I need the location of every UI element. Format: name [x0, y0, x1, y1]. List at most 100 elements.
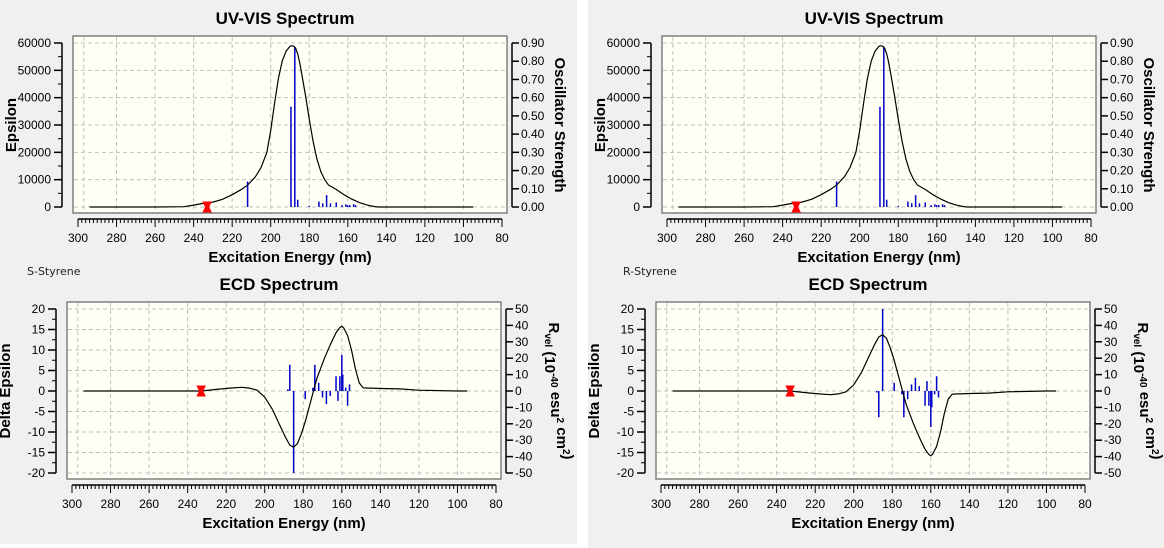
- x-tick-label: 100: [447, 497, 467, 511]
- y2-tick-label: 0.40: [1110, 127, 1134, 141]
- x-tick-label: 120: [1004, 231, 1024, 245]
- x-tick-label: 300: [68, 231, 88, 245]
- y2-axis-title: Oscillator Strength: [551, 57, 568, 192]
- y-tick-label: -10: [617, 425, 635, 439]
- y-tick-label: 60000: [607, 36, 641, 50]
- y-axis-right: -50 -40 -30 -20 -10 0 10 20 30 40 50 Rvel (10-40 es…: [505, 302, 576, 480]
- y-tick-label: -15: [28, 446, 46, 460]
- spectrum-curve: [89, 45, 474, 208]
- y-tick-label: 10: [32, 343, 46, 357]
- y2-tick-label: 20: [515, 351, 529, 365]
- y2-tick-label: 0.00: [521, 200, 545, 214]
- x-axis-title: Excitation Energy (nm): [797, 249, 960, 266]
- y2-tick-label: 30: [1104, 335, 1118, 349]
- y-tick-label: 5: [627, 364, 634, 378]
- y2-tick-label: 0.50: [521, 109, 545, 123]
- y2-tick-label: 0.20: [521, 164, 545, 178]
- y-tick-label: 0: [633, 200, 640, 214]
- y2-tick-label: -50: [1104, 466, 1122, 480]
- y2-axis-title: Rvel (10-40 esu2 cm2): [541, 322, 576, 459]
- x-tick-label: 260: [728, 497, 748, 511]
- x-tick-label: 140: [376, 231, 396, 245]
- y-tick-label: -5: [34, 405, 45, 419]
- marker: [791, 201, 801, 213]
- x-tick-label: 200: [850, 231, 870, 245]
- y-axis-title: Delta Epsilon: [0, 343, 14, 438]
- x-tick-label: 260: [139, 497, 159, 511]
- x-tick-label: 200: [261, 231, 281, 245]
- x-tick-label: 260: [734, 231, 754, 245]
- x-tick-label: 140: [370, 497, 390, 511]
- y2-tick-label: 0.60: [1110, 91, 1134, 105]
- sticks: [246, 46, 357, 207]
- x-tick-label: 80: [489, 497, 503, 511]
- y2-tick-label: 0.70: [1110, 72, 1134, 86]
- x-tick-label: 240: [184, 231, 204, 245]
- y2-tick-label: -50: [515, 466, 533, 480]
- x-tick-label: 280: [101, 497, 121, 511]
- x-tick-label: 160: [338, 231, 358, 245]
- y-axis-right: -50 -40 -30 -20 -10 0 10 20 30 40 50 Rvel (10-40 es…: [1094, 302, 1164, 480]
- y2-tick-label: 0: [1104, 384, 1111, 398]
- y-axis-title: Epsilon: [3, 98, 20, 152]
- spectrum-curve: [678, 45, 1063, 208]
- x-tick-label: 120: [409, 497, 429, 511]
- y-tick-label: 10000: [607, 173, 641, 187]
- x-tick-label: 120: [998, 497, 1018, 511]
- x-tick-label: 220: [222, 231, 242, 245]
- y-tick-label: 0: [38, 384, 45, 398]
- y2-tick-label: 10: [1104, 368, 1118, 382]
- y-axis-right: 0.00 0.10 0.20 0.30 0.40 0.50 0.60 0.70 0.80 0.90…: [1100, 36, 1157, 214]
- y-tick-label: 50000: [607, 63, 641, 77]
- y2-tick-label: 0.30: [521, 145, 545, 159]
- y-axis-left: -20 -15 -10 -5 0 5 10 15 20 Delta Epsilon: [0, 302, 57, 480]
- x-tick-label: 280: [696, 231, 716, 245]
- y-tick-label: 40000: [18, 91, 52, 105]
- y2-tick-label: -10: [515, 400, 533, 414]
- spectra-svg: UV-VIS Spectrum0100002000030000400005000…: [588, 9, 1164, 532]
- y2-axis-title: Rvel (10-40 esu2 cm2): [1130, 322, 1164, 459]
- x-tick-label: 180: [299, 231, 319, 245]
- x-tick-label: 100: [1042, 231, 1062, 245]
- x-tick-label: 180: [293, 497, 313, 511]
- spectrum-curve: [672, 334, 1057, 457]
- panel-s-styrene: S-Styrene UV-VIS Spectrum 0 10000 20000 3000…: [0, 0, 577, 544]
- y2-tick-label: 50: [1104, 302, 1118, 316]
- y-tick-label: 30000: [18, 118, 52, 132]
- x-axis-title: Excitation Energy (nm): [208, 249, 371, 266]
- x-tick-label: 100: [453, 231, 473, 245]
- x-axis-title: Excitation Energy (nm): [202, 515, 365, 532]
- y-axis-left: -20 -15 -10 -5 0 5 10 15 20 Delta Epsilon: [588, 302, 646, 480]
- marker: [202, 201, 212, 213]
- x-tick-label: 120: [415, 231, 435, 245]
- y2-tick-label: -40: [1104, 450, 1122, 464]
- y-tick-label: 50000: [18, 63, 52, 77]
- chart-uv-right: UV-VIS Spectrum 0 10000 20000 30000 40000 5000…: [592, 9, 1157, 266]
- x-tick-label: 100: [1036, 497, 1056, 511]
- y2-tick-label: 0.00: [1110, 200, 1134, 214]
- y2-tick-label: -30: [1104, 433, 1122, 447]
- x-axis-title: Excitation Energy (nm): [791, 515, 954, 532]
- panel-r-styrene: R-Styrene UV-VIS Spectrum 0 10000 20000 3000…: [588, 0, 1164, 548]
- x-tick-label: 280: [690, 497, 710, 511]
- x-tick-label: 240: [178, 497, 198, 511]
- x-tick-label: 240: [773, 231, 793, 245]
- y2-tick-label: 0.50: [1110, 109, 1134, 123]
- y2-tick-label: 0.30: [1110, 145, 1134, 159]
- x-axis: 300 280 260 240 220 200 180 160 140 120 100 80 Excit…: [651, 484, 1092, 532]
- y-tick-label: 10: [621, 343, 635, 357]
- y2-tick-label: 0: [515, 384, 522, 398]
- x-tick-label: 180: [882, 497, 902, 511]
- chart-title: UV-VIS Spectrum: [805, 9, 944, 28]
- y-tick-label: -5: [623, 405, 634, 419]
- y2-tick-label: 0.90: [1110, 36, 1134, 50]
- y-axis-title: Delta Epsilon: [588, 343, 603, 438]
- y2-axis-title: Oscillator Strength: [1140, 57, 1157, 192]
- x-tick-label: 300: [657, 231, 677, 245]
- y-axis-right: 0.00 0.10 0.20 0.30 0.40 0.50 0.60 0.70 0.80 0.90…: [511, 36, 568, 214]
- y2-tick-label: 30: [515, 335, 529, 349]
- molecule-label: S-Styrene: [27, 265, 81, 278]
- y-tick-label: -15: [617, 446, 635, 460]
